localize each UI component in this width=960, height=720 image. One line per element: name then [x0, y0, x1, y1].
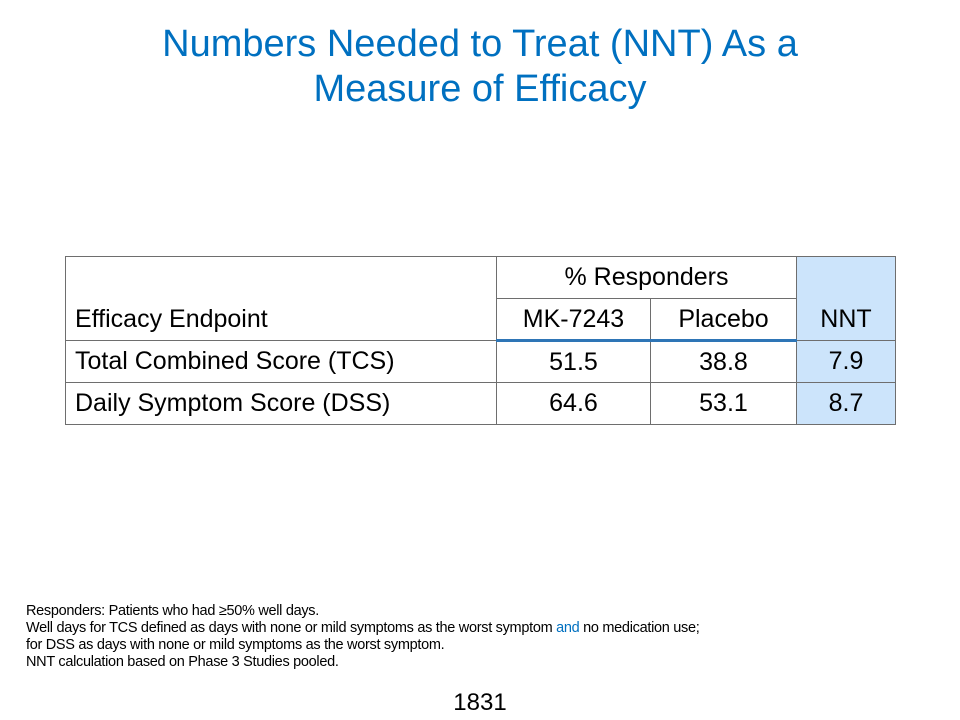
header-efficacy-endpoint: Efficacy Endpoint — [65, 256, 497, 341]
header-placebo: Placebo — [650, 298, 797, 342]
slide-title: Numbers Needed to Treat (NNT) As a Measu… — [40, 22, 920, 112]
footnote-responders: Responders: Patients who had ≥50% well d… — [26, 603, 319, 619]
footnote-tcs-definition: Well days for TCS defined as days with n… — [26, 620, 700, 637]
footnote-tcs-text: Well days for TCS defined as days with n… — [26, 620, 557, 636]
header-nnt: NNT — [796, 256, 896, 341]
header-percent-responders: % Responders — [496, 256, 797, 299]
cell-placebo-dss: 53.1 — [650, 382, 797, 425]
header-mk-7243: MK-7243 — [496, 298, 651, 342]
footnote-and-accent: and — [556, 620, 580, 636]
footnote-nnt-calculation: NNT calculation based on Phase 3 Studies… — [26, 654, 339, 670]
row-endpoint-dss: Daily Symptom Score (DSS) — [65, 382, 497, 425]
cell-placebo-tcs: 38.8 — [650, 340, 797, 383]
cell-nnt-dss: 8.7 — [796, 382, 896, 425]
row-endpoint-tcs: Total Combined Score (TCS) — [65, 340, 497, 383]
slide-title-line-2: Measure of Efficacy — [313, 68, 647, 110]
page-number: 1831 — [453, 689, 507, 716]
table-header-row-1: Efficacy Endpoint % Responders NNT — [65, 256, 896, 341]
footnote-dss-definition: for DSS as days with none or mild sympto… — [26, 637, 445, 653]
nnt-table: Efficacy Endpoint % Responders NNT MK-72… — [65, 256, 896, 425]
footnotes: Responders: Patients who had ≥50% well d… — [26, 603, 700, 671]
footnote-tcs-text-end: no medication use; — [579, 620, 700, 636]
table-row: Daily Symptom Score (DSS) 64.6 53.1 8.7 — [65, 382, 896, 425]
cell-mk-dss: 64.6 — [496, 382, 651, 425]
cell-mk-tcs: 51.5 — [496, 340, 651, 383]
table-row: Total Combined Score (TCS) 51.5 38.8 7.9 — [65, 340, 896, 383]
cell-nnt-tcs: 7.9 — [796, 340, 896, 383]
slide-title-line-1: Numbers Needed to Treat (NNT) As a — [162, 23, 798, 65]
table-header-row-2: MK-7243 Placebo — [66, 298, 896, 342]
